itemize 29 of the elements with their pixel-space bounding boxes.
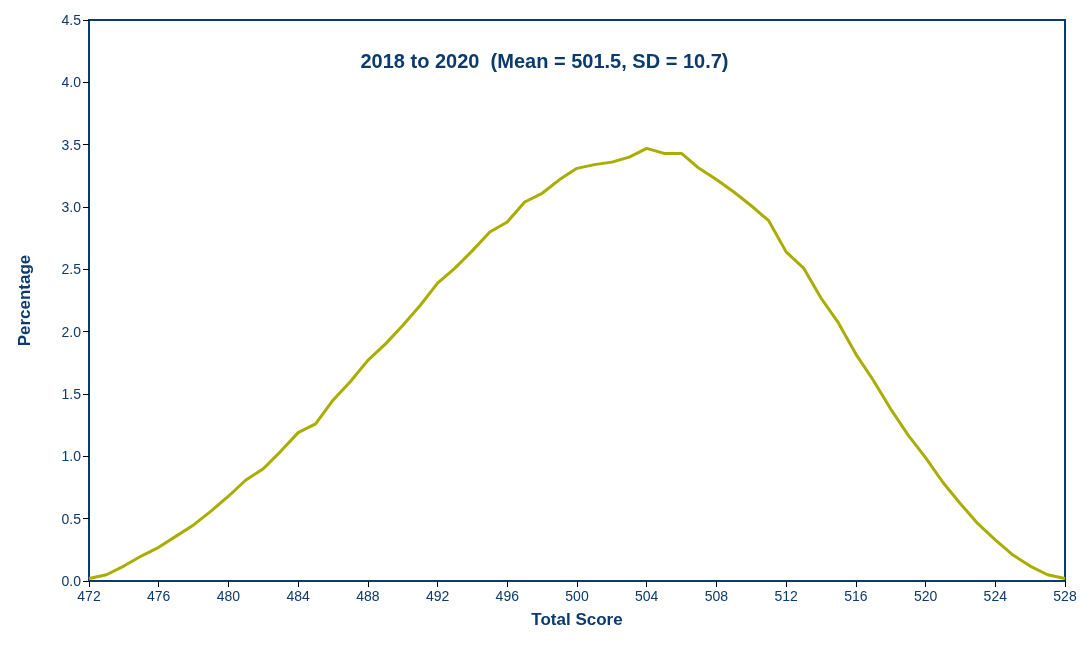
x-tick-label: 528 — [1053, 588, 1077, 604]
x-tick-label: 472 — [77, 588, 101, 604]
x-tick-label: 496 — [495, 588, 520, 604]
x-tick-label: 524 — [983, 588, 1008, 604]
y-tick-label: 4.0 — [61, 74, 82, 91]
x-tick-label: 512 — [774, 588, 799, 604]
y-tick-label: 4.5 — [61, 12, 82, 28]
y-tick-label: 1.5 — [61, 386, 82, 402]
y-tick-label: 2.0 — [61, 323, 82, 340]
y-tick-label: 0.0 — [61, 573, 82, 589]
y-tick-label: 2.5 — [61, 261, 82, 278]
line-series — [87, 146, 1067, 581]
y-tick-label: 3.5 — [61, 136, 82, 153]
y-tick-label: 3.0 — [61, 199, 82, 215]
text: 2018 to 2020 (Mean = 501.5, SD = 10.7) — [360, 50, 729, 72]
x-tick-label: 492 — [425, 588, 450, 604]
x-tick-label: 516 — [844, 588, 868, 604]
y-tick-label: 0.5 — [61, 510, 82, 527]
y-tick-label: 1.0 — [61, 448, 82, 465]
x-tick-label: 480 — [216, 588, 241, 604]
x-tick-label: 520 — [913, 588, 938, 604]
x-axis-title: Total Score — [531, 610, 623, 629]
x-tick-label: 484 — [286, 588, 311, 604]
x-tick-label: 476 — [147, 588, 171, 604]
x-tick-label: 500 — [565, 588, 589, 604]
y-axis-title: Percentage — [15, 254, 34, 347]
x-tick-label: 504 — [635, 588, 659, 604]
x-tick-label: 508 — [704, 588, 729, 604]
x-tick-label: 488 — [356, 588, 380, 604]
